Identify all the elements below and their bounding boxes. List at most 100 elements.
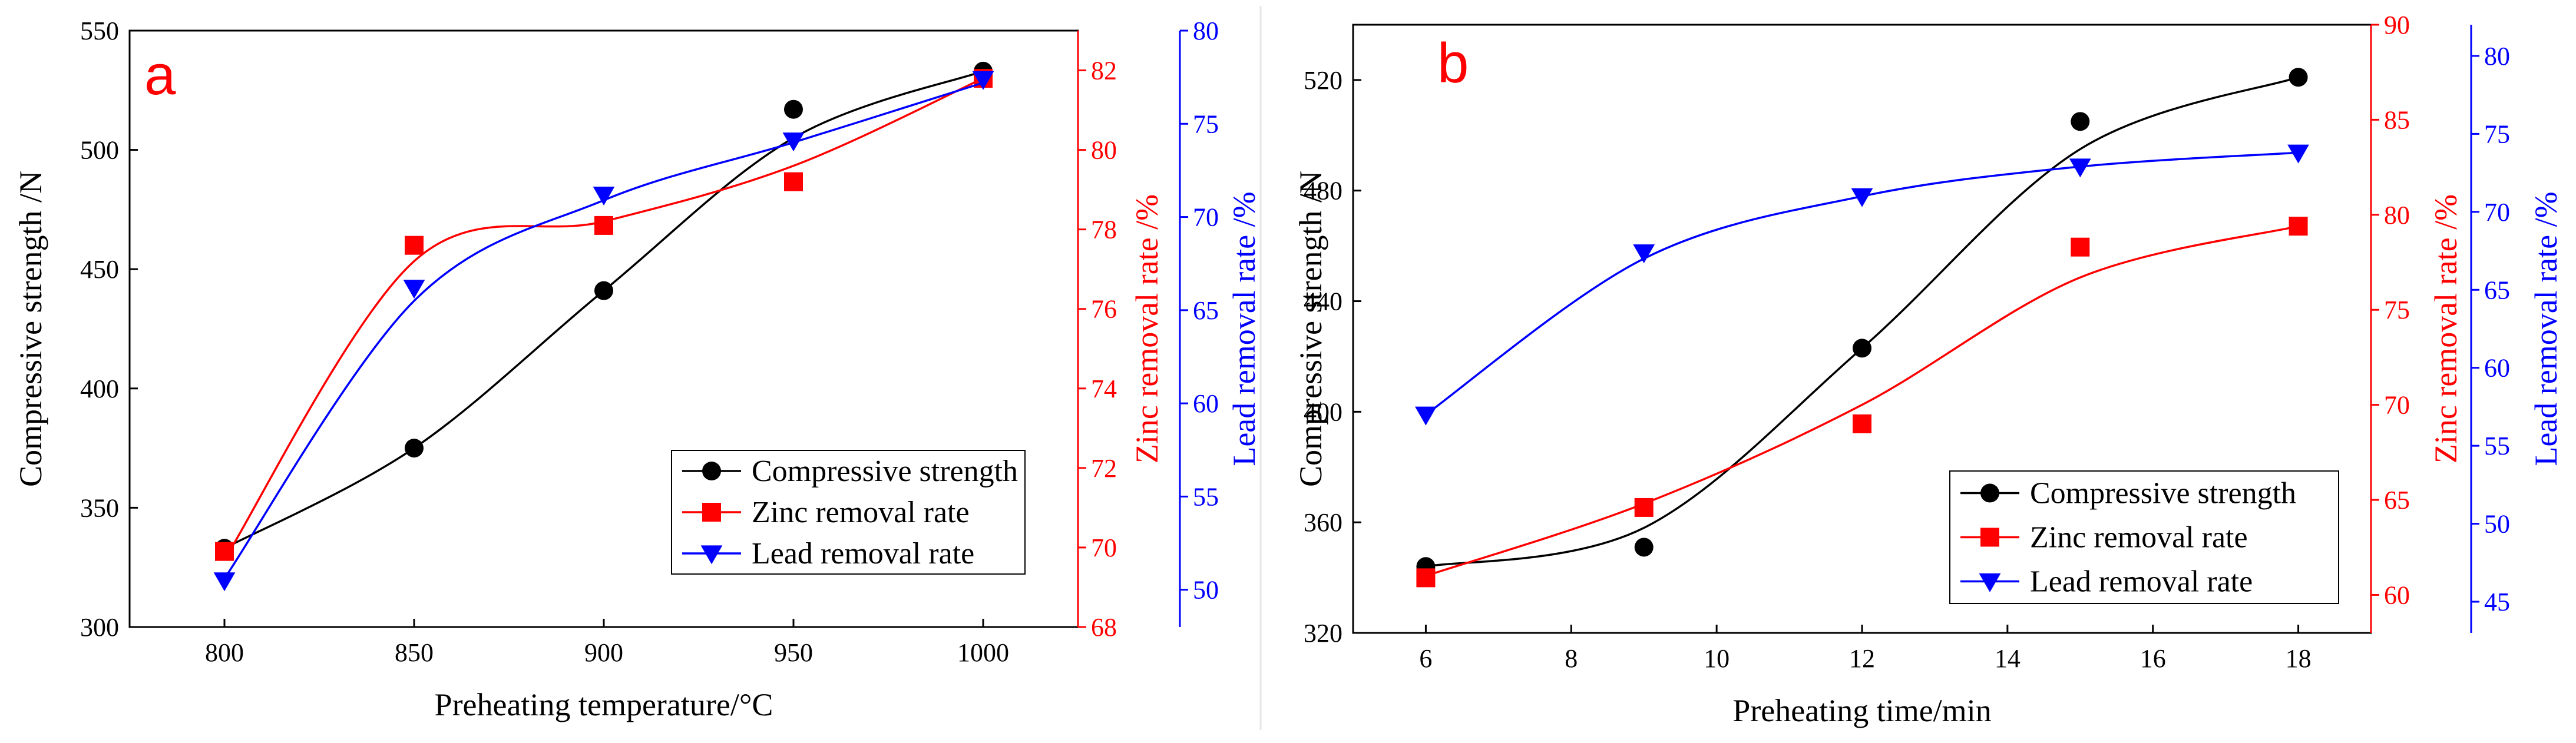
y-left-tick-label: 360	[1304, 508, 1342, 537]
x-tick-label: 14	[1995, 644, 2021, 673]
right1-tick-label: 85	[2384, 105, 2410, 134]
data-point	[972, 71, 994, 90]
y-left-tick-label: 440	[1304, 287, 1342, 316]
legend-label: Lead removal rate	[2030, 565, 2253, 599]
data-point	[784, 99, 803, 119]
right1-tick-label: 70	[1091, 533, 1117, 562]
right2-tick-label: 60	[1193, 389, 1219, 418]
data-point	[2287, 144, 2309, 164]
legend-marker	[1979, 573, 2001, 592]
right1-tick-label: 72	[1091, 454, 1117, 483]
right2-axis-title: Lead removal rate /%	[2528, 191, 2564, 466]
fit-curve	[223, 81, 984, 579]
x-tick-label: 900	[584, 638, 623, 667]
series-zinc-removal-rate	[215, 69, 993, 561]
legend: Compressive strength Zinc removal rate Lea…	[671, 450, 1026, 575]
legend-label: Zinc removal rate	[2030, 521, 2248, 555]
right2-tick-label: 75	[1193, 110, 1219, 138]
data-point	[2069, 158, 2091, 178]
right2-tick-label: 45	[2484, 588, 2510, 616]
right2-tick-label: 70	[2484, 198, 2510, 227]
data-point	[782, 132, 805, 152]
x-tick-label: 12	[1849, 644, 1875, 673]
x-tick-label: 6	[1419, 644, 1432, 673]
y-left-tick-label: 550	[80, 16, 119, 45]
right1-tick-label: 82	[1091, 57, 1117, 85]
right2-tick-label: 60	[2484, 354, 2510, 383]
x-tick-label: 1000	[957, 638, 1009, 667]
data-point	[405, 439, 424, 458]
y-left-axis-title: Compressive strength /N	[1293, 171, 1328, 487]
data-point	[1415, 406, 1437, 426]
y-left-tick-label: 350	[80, 493, 119, 522]
right2-tick-label: 55	[1193, 482, 1219, 511]
legend-marker	[1980, 528, 1999, 547]
right2-tick-label: 50	[1193, 576, 1219, 605]
data-point	[1853, 339, 1871, 358]
right2-tick-label: 70	[1193, 203, 1219, 232]
y-left-tick-label: 300	[80, 613, 119, 642]
x-tick-label: 950	[774, 638, 813, 667]
right1-tick-label: 90	[2384, 11, 2410, 39]
legend-marker	[700, 545, 723, 565]
right2-tick-label: 55	[2484, 432, 2510, 460]
right2-tick-label: 75	[2484, 120, 2510, 148]
panel-label: a	[144, 44, 176, 107]
x-tick-label: 16	[2140, 644, 2166, 673]
right2-tick-label: 80	[1193, 16, 1219, 45]
data-point	[2071, 112, 2090, 131]
data-point	[405, 235, 424, 255]
right1-tick-label: 70	[2384, 391, 2410, 420]
data-point	[1416, 568, 1436, 588]
y-left-tick-label: 320	[1304, 619, 1342, 648]
panel-a: 800 850 900 950 1000 Preheating temperature/°…	[13, 16, 1262, 722]
y-left-axis-title: Compressive strength /N	[13, 171, 48, 487]
right1-tick-label: 78	[1091, 215, 1117, 244]
legend-label: Zinc removal rate	[752, 496, 970, 529]
right1-axis-title: Zinc removal rate /%	[2428, 194, 2463, 463]
right2-tick-label: 65	[1193, 296, 1219, 325]
data-point	[1853, 414, 1871, 433]
data-point	[403, 280, 425, 299]
right1-tick-label: 76	[1091, 295, 1117, 324]
x-axis-title: Preheating temperature/°C	[435, 687, 773, 722]
legend-marker	[702, 503, 721, 522]
panel-label: b	[1437, 32, 1469, 95]
right1-tick-label: 65	[2384, 486, 2410, 515]
series-lead-removal-rate	[1415, 144, 2309, 426]
data-point	[1634, 497, 1654, 517]
legend-label: Lead removal rate	[752, 537, 974, 570]
right1-tick-label: 75	[2384, 296, 2410, 324]
right1-tick-label: 80	[2384, 201, 2410, 230]
data-point	[2289, 217, 2308, 236]
data-point	[1851, 188, 1873, 207]
right2-tick-label: 65	[2484, 276, 2510, 304]
legend-marker	[1980, 483, 1999, 503]
data-point	[215, 542, 234, 561]
series-zinc-removal-rate	[1416, 217, 2308, 588]
right1-tick-label: 80	[1091, 136, 1117, 165]
data-point	[594, 215, 613, 235]
x-tick-label: 18	[2286, 644, 2312, 673]
data-point	[213, 572, 236, 592]
y-left-tick-label: 480	[1304, 177, 1342, 205]
right1-tick-label: 60	[2384, 581, 2410, 609]
legend-label: Compressive strength	[2030, 477, 2296, 510]
legend-label: Compressive strength	[752, 455, 1018, 488]
y-left-tick-label: 500	[80, 136, 119, 165]
right2-axis-title: Lead removal rate /%	[1226, 191, 1262, 466]
right2-tick-label: 80	[2484, 42, 2510, 71]
data-point	[2071, 237, 2090, 257]
y-left-tick-label: 400	[80, 374, 119, 403]
x-tick-label: 800	[205, 638, 244, 667]
right2-tick-label: 50	[2484, 510, 2510, 539]
right1-axis-title: Zinc removal rate /%	[1129, 194, 1165, 463]
legend: Compressive strength Zinc removal rate Lea…	[1949, 470, 2339, 604]
right1-tick-label: 74	[1091, 374, 1117, 403]
series-lead-removal-rate	[213, 71, 994, 592]
panel-b: 6 8 10 12 14 16 18 Preheating time/min 320 360 400…	[1293, 11, 2564, 728]
x-tick-label: 850	[395, 638, 434, 667]
data-point	[784, 172, 803, 191]
x-tick-label: 8	[1565, 644, 1578, 673]
